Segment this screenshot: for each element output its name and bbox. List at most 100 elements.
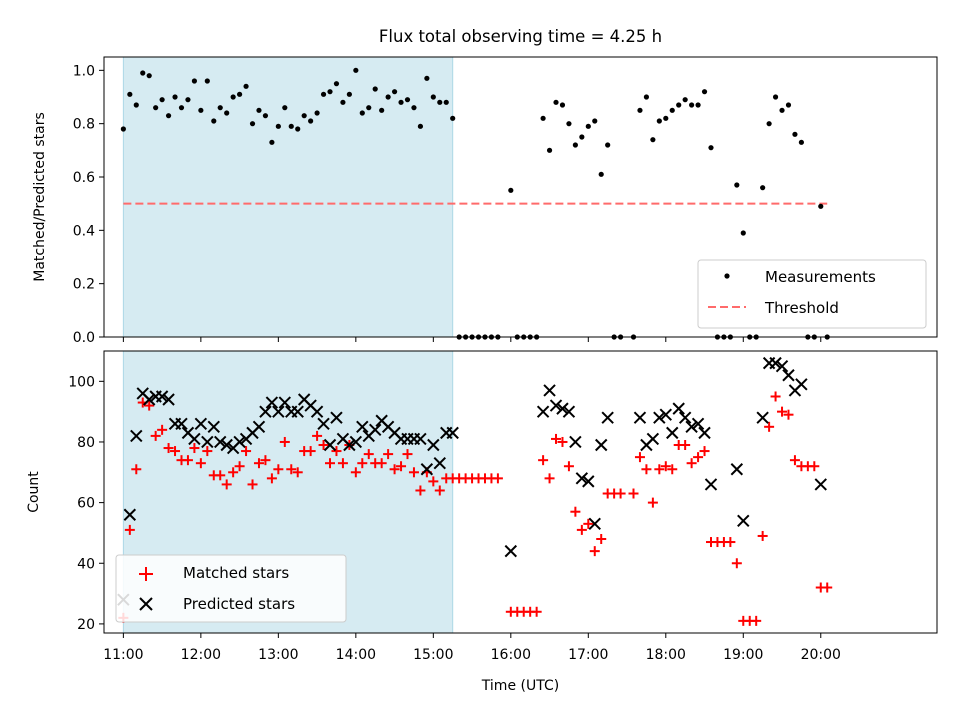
predicted-star-point xyxy=(646,432,660,446)
matched-star-point xyxy=(576,524,587,535)
top-observing-span xyxy=(122,56,454,338)
matched-star-point xyxy=(809,461,820,472)
predicted-star-point xyxy=(672,402,685,415)
measurement-point xyxy=(237,91,243,97)
matched-star-point xyxy=(764,421,775,432)
measurement-point xyxy=(579,134,585,140)
measurement-point xyxy=(417,123,424,129)
x-tick-label: 20:00 xyxy=(801,647,841,663)
legend-matched-label: Matched stars xyxy=(183,564,289,582)
bottom-y-ticks: 20 40 60 80 100 xyxy=(68,374,104,633)
matched-star-point xyxy=(628,488,639,499)
predicted-star-point xyxy=(730,463,744,476)
matched-star-point xyxy=(312,430,323,441)
predicted-star-point xyxy=(704,478,718,491)
measurement-point xyxy=(708,145,714,151)
predicted-star-point xyxy=(142,393,156,406)
matched-star-point xyxy=(434,485,445,496)
predicted-star-point xyxy=(188,432,201,446)
matched-star-point xyxy=(557,436,568,447)
measurement-point xyxy=(204,78,210,84)
matched-star-point xyxy=(415,485,426,496)
measurement-point xyxy=(437,99,443,105)
measurement-point xyxy=(798,139,804,145)
predicted-star-point xyxy=(685,420,698,434)
predicted-star-point xyxy=(653,411,666,424)
measurement-point xyxy=(172,94,178,100)
measurement-point xyxy=(734,182,740,188)
measurement-point xyxy=(566,121,572,127)
predicted-star-point xyxy=(737,514,750,528)
matched-star-point xyxy=(693,452,704,463)
predicted-star-point xyxy=(207,420,220,434)
measurement-point xyxy=(308,118,314,124)
predicted-star-point xyxy=(691,417,705,430)
top-y-tick-label: 0.6 xyxy=(73,170,95,186)
predicted-star-point xyxy=(420,463,434,476)
matched-star-point xyxy=(221,479,232,490)
matched-star-point xyxy=(589,546,600,557)
measurement-point xyxy=(443,99,449,105)
measurement-point xyxy=(385,94,391,100)
top-y-axis-label: Matched/Predicted stars xyxy=(32,112,48,282)
matched-star-point xyxy=(408,467,419,478)
predicted-star-point xyxy=(782,369,795,382)
matched-star-point xyxy=(350,467,361,478)
matched-star-point xyxy=(318,440,329,450)
bottom-y-tick-label: 60 xyxy=(77,496,95,512)
legend-measurements-label: Measurements xyxy=(765,268,876,286)
x-tick-label: 17:00 xyxy=(568,647,608,663)
matched-star-point xyxy=(725,537,736,548)
measurement-point xyxy=(333,81,340,87)
bottom-y-tick-label: 100 xyxy=(68,374,95,390)
predicted-star-point xyxy=(698,426,711,440)
measurement-point xyxy=(818,203,824,209)
measurement-point xyxy=(146,73,152,79)
matched-star-point xyxy=(570,506,581,517)
predicted-star-point xyxy=(310,405,324,418)
bottom-y-tick-label: 80 xyxy=(77,435,95,451)
predicted-star-point xyxy=(556,402,569,415)
predicted-star-point xyxy=(569,435,582,449)
predicted-star-point xyxy=(343,438,356,452)
measurement-point xyxy=(159,97,165,103)
x-tick-label: 19:00 xyxy=(723,647,763,663)
matched-star-point xyxy=(777,406,788,417)
measurement-point xyxy=(669,107,675,113)
measurement-point xyxy=(598,171,604,177)
measurement-point xyxy=(792,131,798,137)
measurement-point xyxy=(663,115,669,121)
measurement-point xyxy=(740,230,746,236)
measurement-point xyxy=(127,91,133,97)
matched-star-point xyxy=(667,464,678,475)
matched-star-point xyxy=(402,449,413,460)
predicted-star-point xyxy=(575,472,589,485)
measurement-point xyxy=(766,121,772,127)
top-plot-frame xyxy=(103,56,938,338)
matched-star-point xyxy=(654,464,665,475)
predicted-star-point xyxy=(414,432,427,446)
legend-threshold-label: Threshold xyxy=(764,299,839,317)
predicted-star-point xyxy=(536,405,550,418)
matched-star-point xyxy=(260,455,271,466)
matched-star-point xyxy=(131,464,142,475)
top-y-tick-label: 0.0 xyxy=(73,330,95,346)
predicted-star-point xyxy=(194,417,208,430)
matched-star-point xyxy=(228,467,239,478)
predicted-star-point xyxy=(666,426,679,440)
matched-star-point xyxy=(363,449,374,460)
matched-star-point xyxy=(783,409,794,420)
measurement-point xyxy=(785,102,792,108)
measurement-point xyxy=(430,94,436,100)
predicted-star-point xyxy=(601,411,614,424)
matched-star-point xyxy=(266,473,277,484)
legend-predicted-label: Predicted stars xyxy=(183,595,295,613)
top-legend: Measurements Threshold xyxy=(697,259,927,329)
chart-title: Flux total observing time = 4.25 h xyxy=(379,27,662,46)
matched-star-point xyxy=(647,497,658,508)
predicted-star-point xyxy=(220,438,233,452)
predicted-star-point xyxy=(504,544,518,558)
legend-matched-marker xyxy=(139,567,153,581)
predicted-star-point xyxy=(201,435,214,449)
